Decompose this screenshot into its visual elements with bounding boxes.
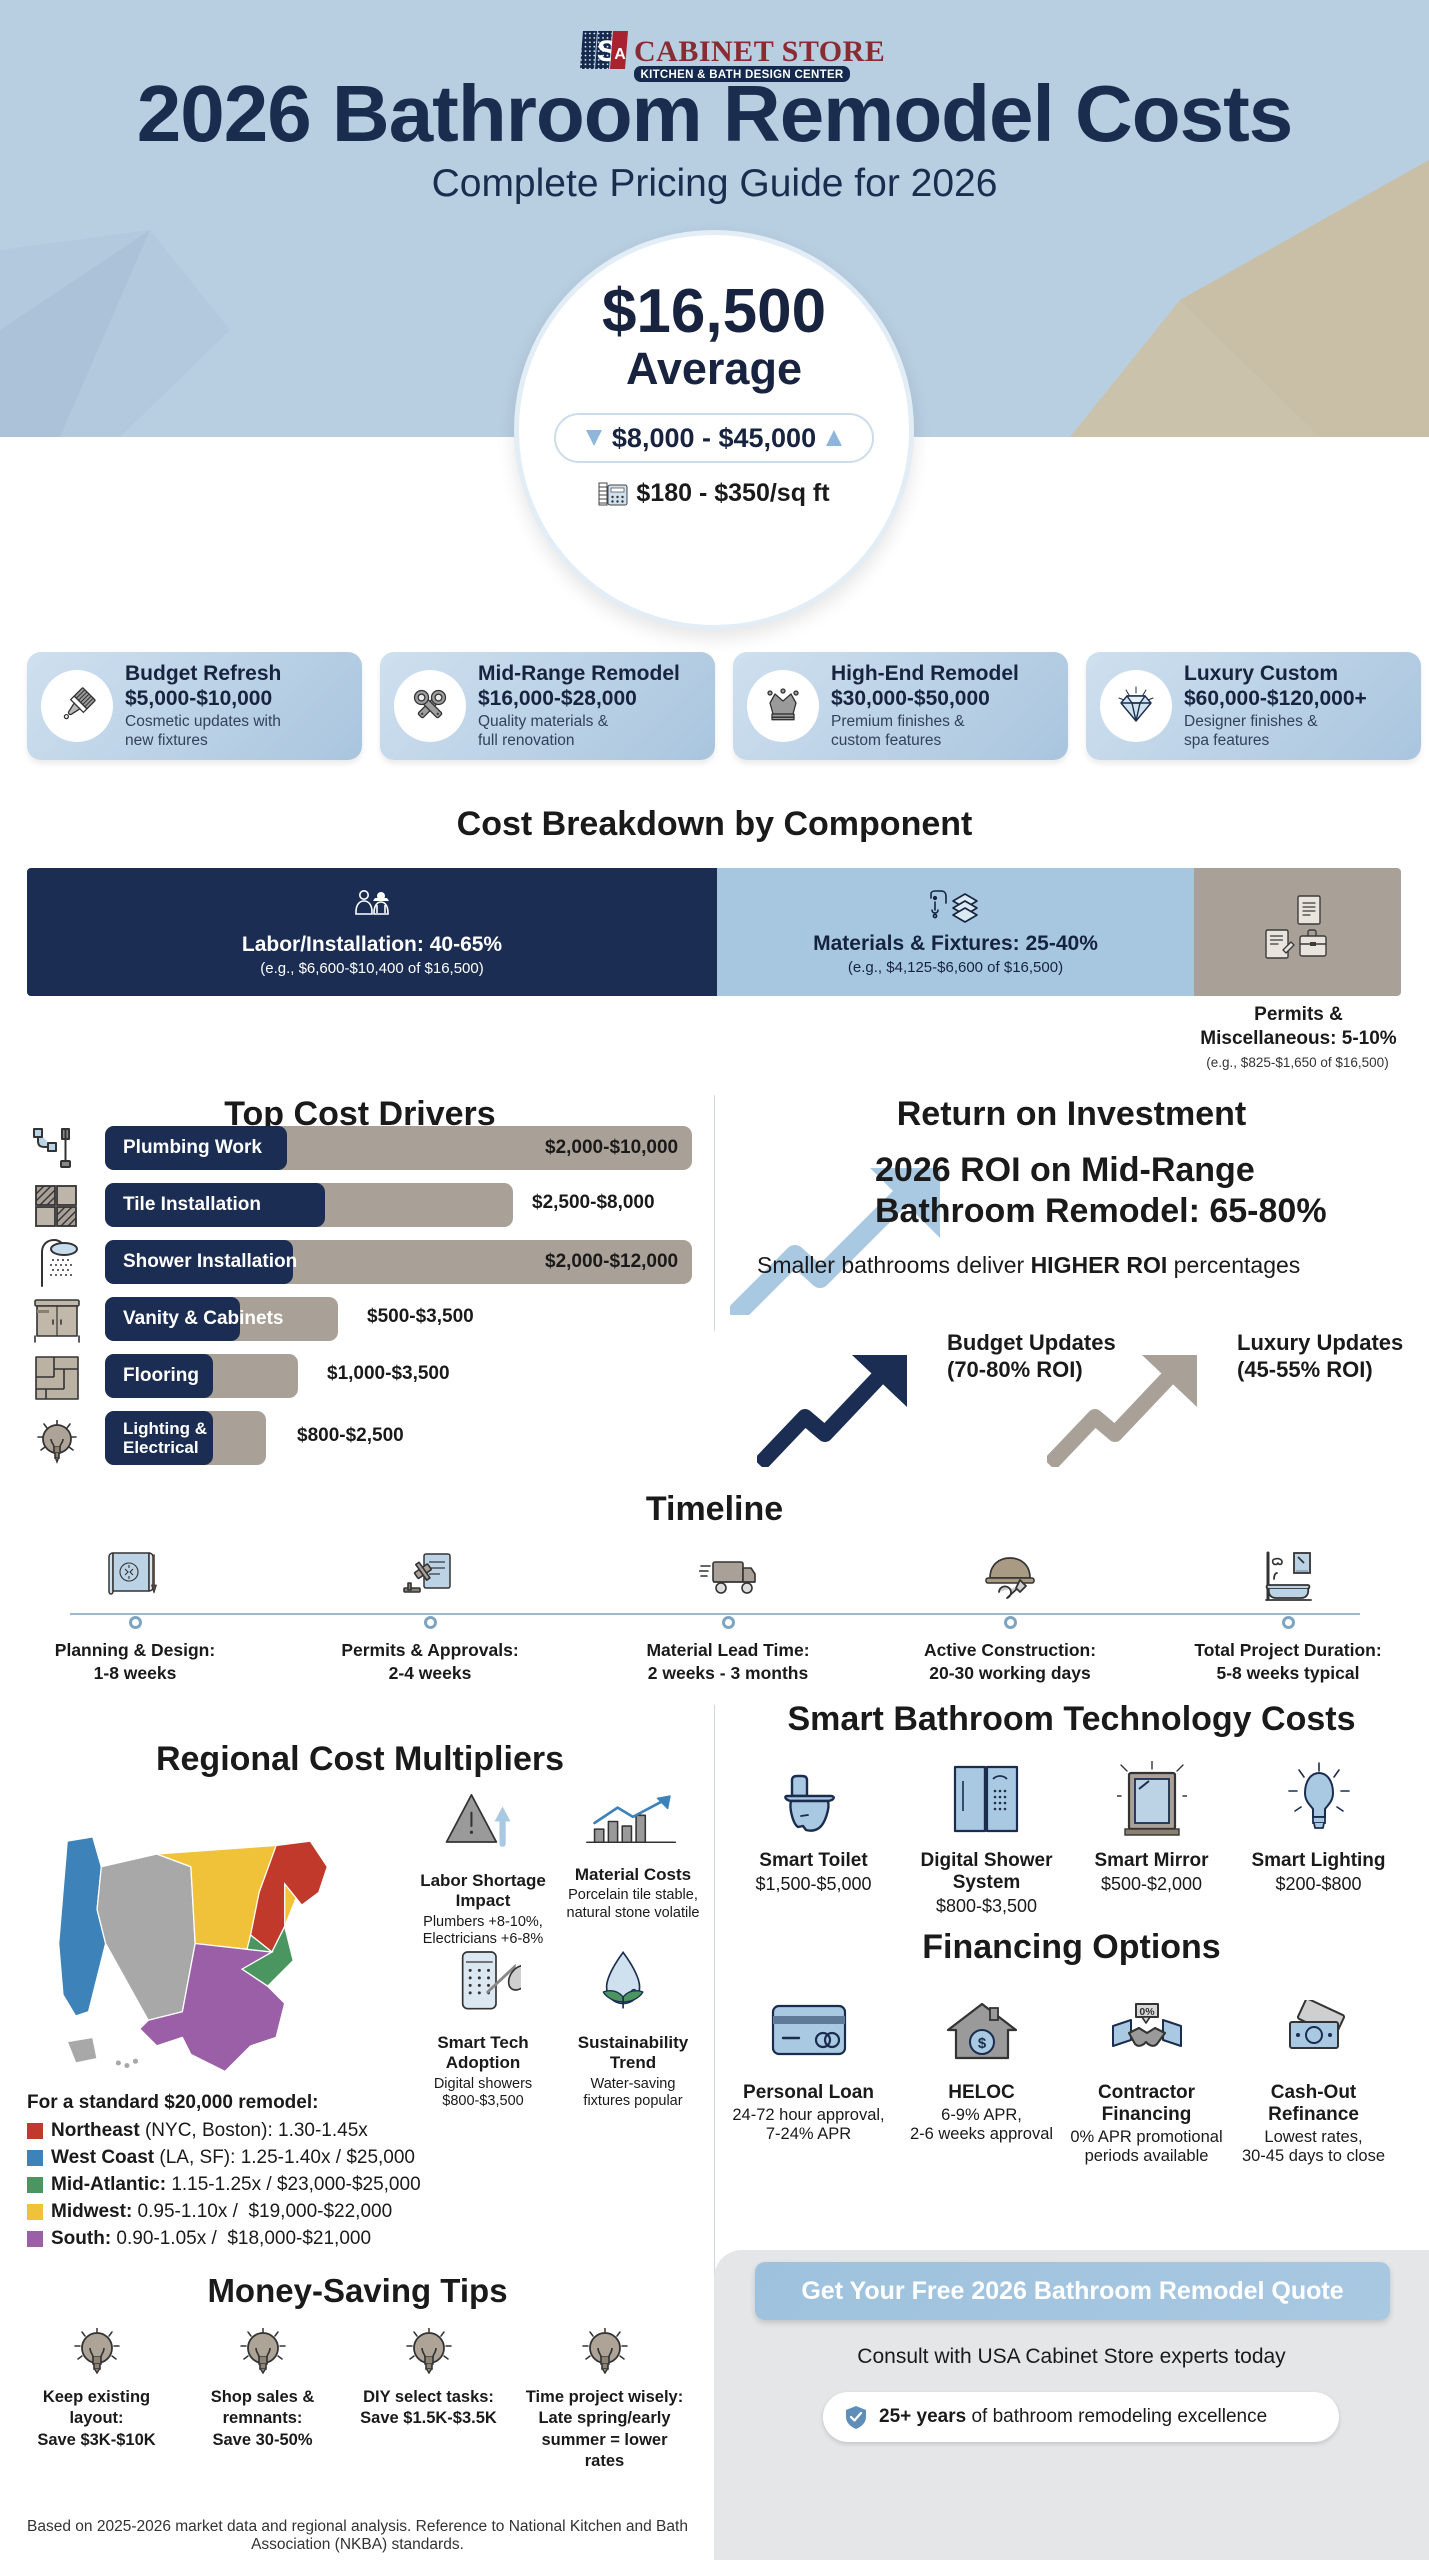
svg-text:0%: 0%	[1139, 2006, 1155, 2018]
svg-text:A: A	[614, 46, 626, 63]
svg-text:CABINET STORE: CABINET STORE	[634, 35, 885, 68]
svg-text:$: $	[977, 2035, 986, 2052]
